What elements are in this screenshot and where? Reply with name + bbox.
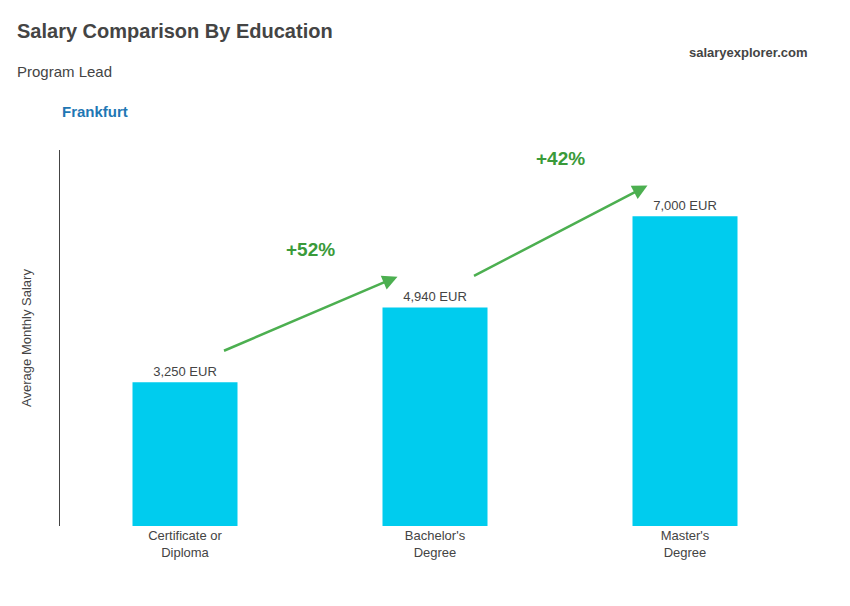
svg-text:Program Lead: Program Lead — [17, 63, 112, 80]
svg-text:+42%: +42% — [536, 148, 585, 169]
svg-text:Salary Comparison By Education: Salary Comparison By Education — [17, 20, 333, 42]
svg-text:Certificate orDiploma: Certificate orDiploma — [148, 528, 222, 560]
svg-text:7,000 EUR: 7,000 EUR — [653, 198, 717, 213]
svg-text:3,250 EUR: 3,250 EUR — [153, 364, 217, 379]
svg-text:+52%: +52% — [286, 239, 335, 260]
svg-text:Master'sDegree: Master'sDegree — [661, 528, 710, 560]
svg-text:Bachelor'sDegree: Bachelor'sDegree — [405, 528, 466, 560]
svg-text:4,940 EUR: 4,940 EUR — [403, 289, 467, 304]
svg-text:Frankfurt: Frankfurt — [62, 103, 128, 120]
svg-text:Average Monthly Salary: Average Monthly Salary — [19, 269, 34, 407]
svg-text:salaryexplorer.com: salaryexplorer.com — [689, 45, 808, 60]
